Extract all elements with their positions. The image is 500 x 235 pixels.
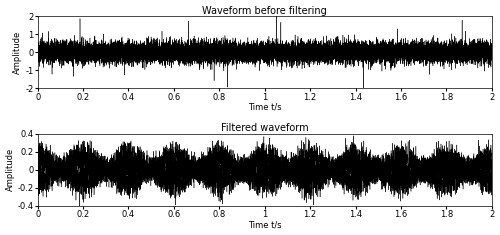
- Y-axis label: Amplitude: Amplitude: [14, 31, 22, 74]
- X-axis label: Time t/s: Time t/s: [248, 103, 282, 112]
- X-axis label: Time t/s: Time t/s: [248, 220, 282, 229]
- Y-axis label: Amplitude: Amplitude: [6, 148, 15, 192]
- Title: Waveform before filtering: Waveform before filtering: [202, 6, 327, 16]
- Title: Filtered waveform: Filtered waveform: [221, 123, 308, 133]
